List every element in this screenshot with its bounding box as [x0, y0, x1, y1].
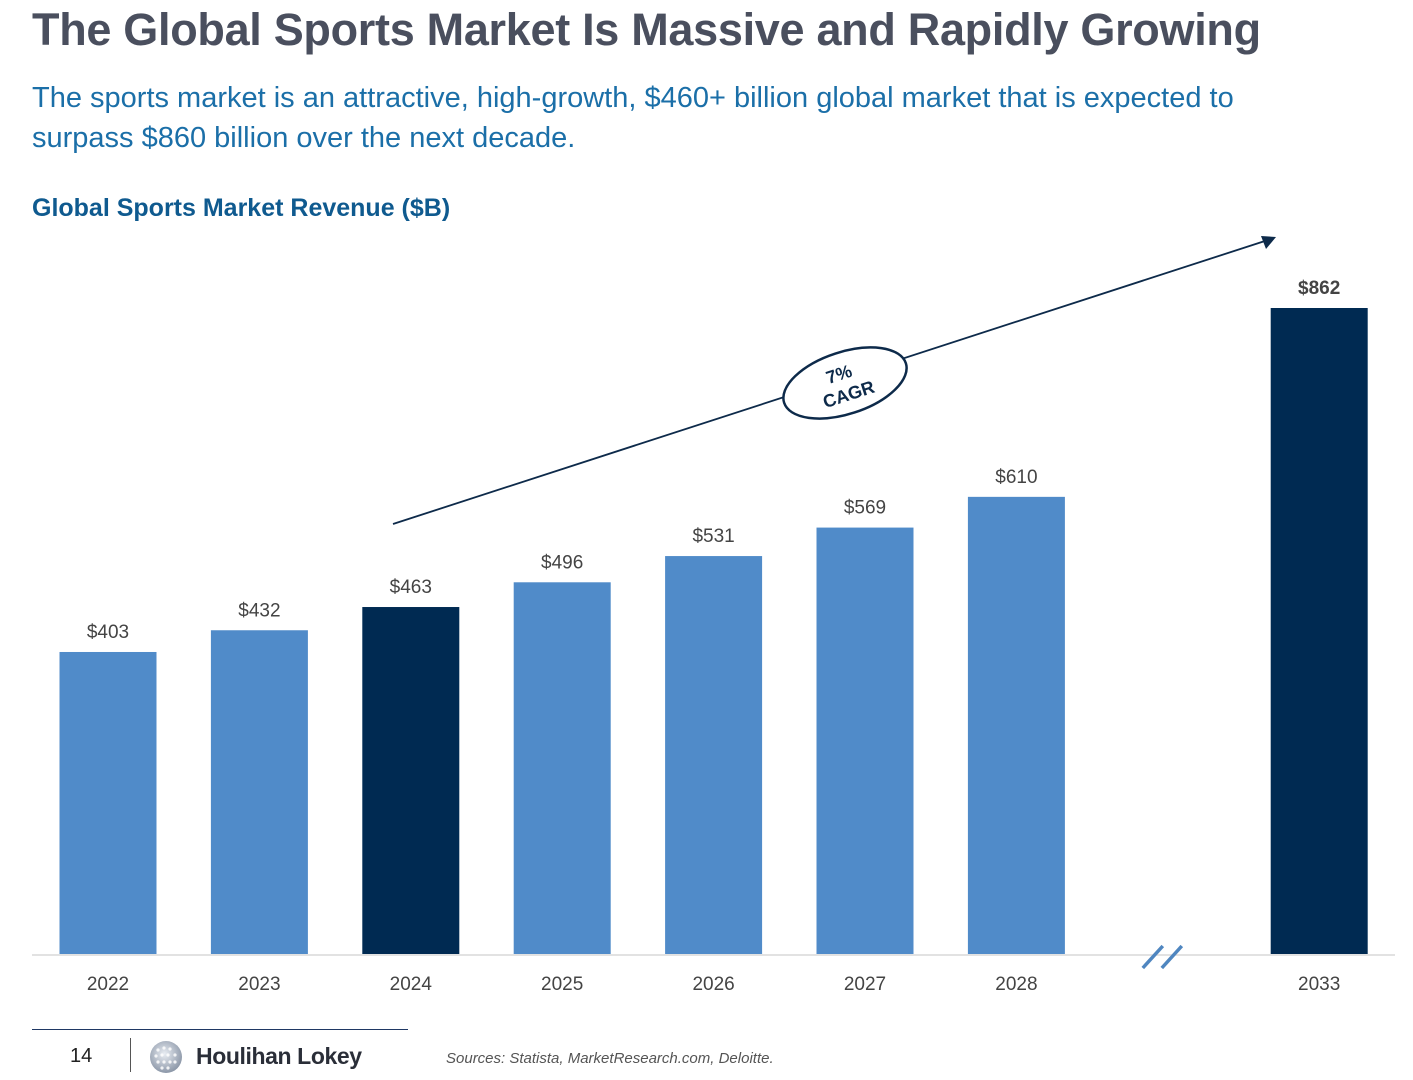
x-tick-2026: 2026	[692, 974, 734, 995]
globe-logo-icon	[150, 1041, 182, 1073]
axis-break-mark-left	[1141, 944, 1165, 970]
footer-separator	[130, 1038, 131, 1072]
bar-chart: $403 2022 $432 2023 $463 2024 $496 2025 $531 2026…	[32, 236, 1395, 995]
x-tick-2024: 2024	[390, 974, 433, 995]
page-title: The Global Sports Market Is Massive and …	[32, 4, 1261, 55]
data-label-2027: $569	[844, 498, 886, 519]
chart-title: Global Sports Market Revenue ($B)	[32, 194, 451, 222]
data-label-2025: $496	[541, 552, 583, 573]
bar-2033	[1270, 308, 1368, 954]
page-number: 14	[70, 1045, 93, 1067]
bar-2023	[210, 630, 308, 954]
axis-break-mark-right	[1160, 944, 1184, 970]
x-tick-2027: 2027	[844, 974, 886, 995]
data-label-2028: $610	[995, 467, 1037, 488]
data-label-2022: $403	[87, 622, 129, 643]
page-subtitle: The sports market is an attractive, high…	[32, 82, 1234, 154]
cagr-arrow-head	[1261, 236, 1276, 249]
bar-2022	[59, 651, 157, 954]
x-tick-2028: 2028	[995, 974, 1037, 995]
data-label-2024: $463	[390, 577, 432, 598]
data-label-2033: $862	[1298, 278, 1340, 299]
x-tick-2025: 2025	[541, 974, 583, 995]
sources-note: Sources: Statista, MarketResearch.com, D…	[446, 1050, 774, 1067]
bar-2025	[513, 582, 611, 954]
cagr-bubble	[782, 346, 908, 420]
x-tick-2033: 2033	[1298, 974, 1340, 995]
footer-divider	[32, 1029, 408, 1030]
x-tick-2022: 2022	[87, 974, 129, 995]
brand-logo-text: Houlihan Lokey	[196, 1043, 362, 1069]
x-tick-2023: 2023	[238, 974, 280, 995]
bar-2026	[665, 556, 763, 954]
bar-2027	[816, 527, 914, 954]
bar-2024	[362, 607, 460, 954]
data-label-2023: $432	[238, 600, 280, 621]
data-label-2026: $531	[692, 526, 734, 547]
bar-2028	[967, 496, 1065, 954]
